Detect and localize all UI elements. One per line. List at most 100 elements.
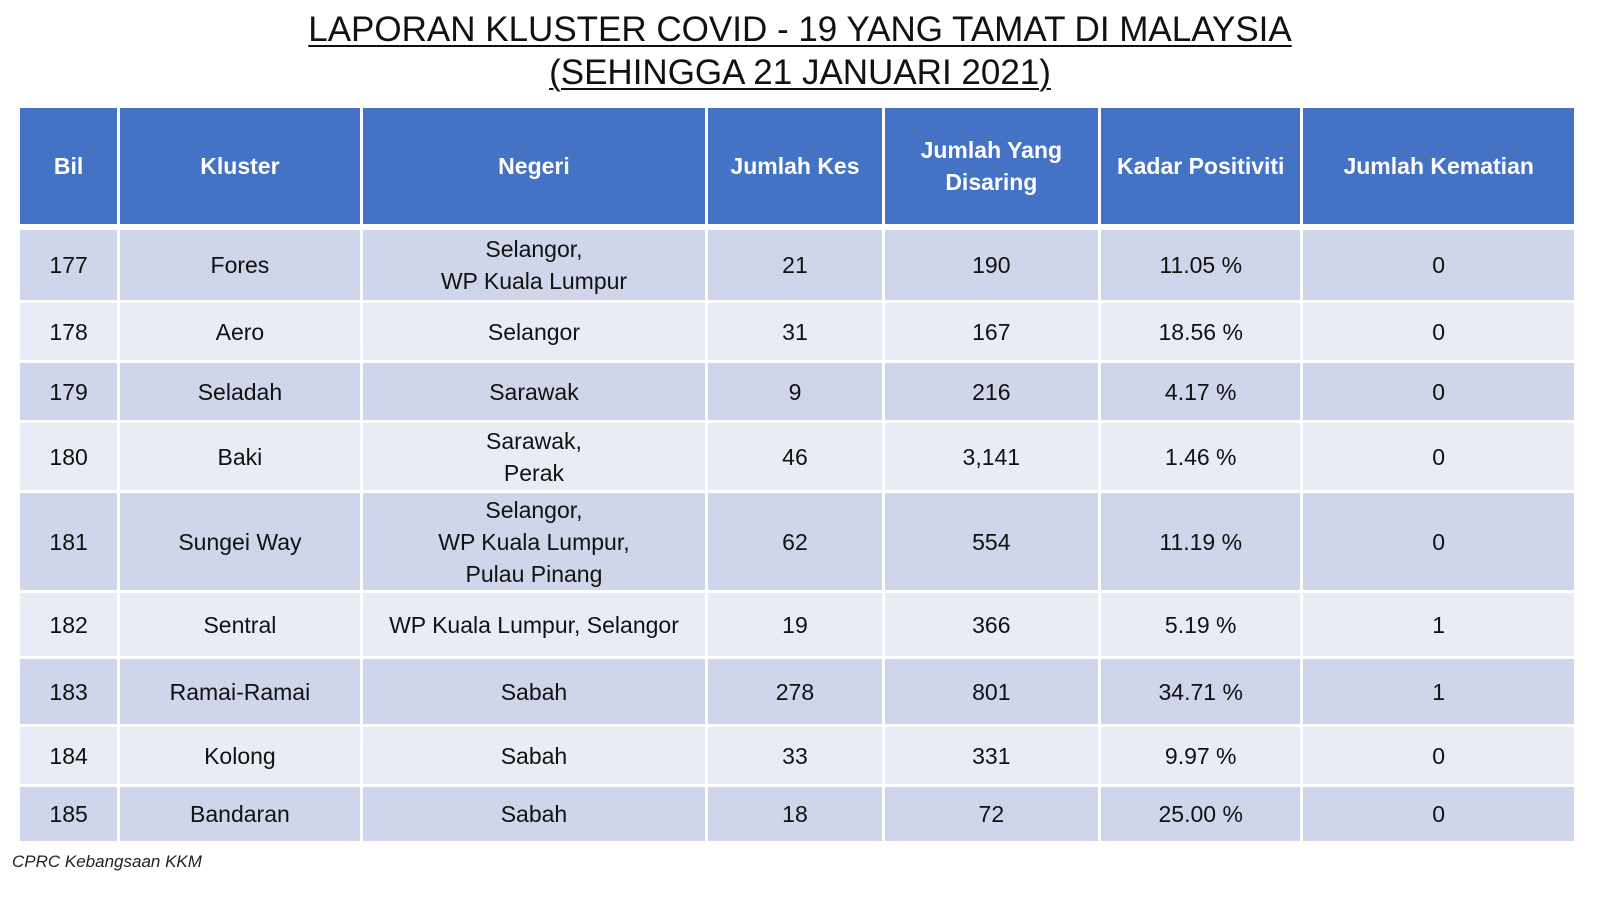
- negeri-line: WP Kuala Lumpur: [440, 268, 628, 294]
- cell-jumlah-kes: 21: [708, 230, 882, 300]
- cell-kluster: Seladah: [120, 363, 360, 420]
- table-row: 177 Fores Selangor, WP Kuala Lumpur 21 190 11.…: [20, 230, 1574, 300]
- cell-kadar-positiviti: 9.97 %: [1101, 727, 1301, 784]
- cell-jumlah-kes: 18: [708, 787, 882, 841]
- cell-bil: 184: [20, 727, 118, 784]
- cell-bil: 185: [20, 787, 118, 841]
- negeri-line: Sarawak,: [486, 427, 582, 454]
- cell-negeri: Sabah: [362, 659, 706, 724]
- cell-jumlah-disaring: 216: [884, 363, 1099, 420]
- cell-bil: 179: [20, 363, 118, 420]
- negeri-line: Pulau Pinang: [465, 560, 603, 587]
- cell-kluster: Baki: [120, 423, 360, 490]
- table-row: 180 Baki Sarawak, Perak 46 3,141 1.46 % 0: [20, 423, 1574, 490]
- cell-kluster: Bandaran: [120, 787, 360, 841]
- table-body: 177 Fores Selangor, WP Kuala Lumpur 21 190 11.…: [20, 230, 1574, 841]
- cell-jumlah-kematian: 0: [1303, 230, 1574, 300]
- cell-kadar-positiviti: 5.19 %: [1101, 593, 1301, 656]
- cell-kadar-positiviti: 18.56 %: [1101, 303, 1301, 360]
- negeri-line: Sabah: [500, 678, 568, 705]
- header-jumlah-disaring: Jumlah Yang Disaring: [884, 108, 1099, 227]
- source-footer: CPRC Kebangsaan KKM: [12, 852, 202, 871]
- cell-kluster: Sentral: [120, 593, 360, 656]
- negeri-line: Perak: [503, 459, 565, 486]
- cell-jumlah-kes: 9: [708, 363, 882, 420]
- cell-jumlah-kematian: 0: [1303, 363, 1574, 420]
- cell-jumlah-kes: 46: [708, 423, 882, 490]
- negeri-line: Sarawak: [489, 378, 579, 405]
- page-title: LAPORAN KLUSTER COVID - 19 YANG TAMAT DI…: [0, 8, 1600, 94]
- table-row: 184 Kolong Sabah 33 331 9.97 % 0: [20, 727, 1574, 784]
- cell-jumlah-disaring: 72: [884, 787, 1099, 841]
- cell-negeri: Selangor, WP Kuala Lumpur, Pulau Pinang: [362, 493, 706, 590]
- cell-jumlah-kes: 278: [708, 659, 882, 724]
- cluster-table: Bil Kluster Negeri Jumlah Kes Jumlah Yan…: [17, 105, 1577, 844]
- cell-jumlah-kes: 62: [708, 493, 882, 590]
- cell-jumlah-kematian: 0: [1303, 727, 1574, 784]
- cell-jumlah-kes: 19: [708, 593, 882, 656]
- cell-jumlah-kematian: 0: [1303, 493, 1574, 590]
- cell-negeri: Sabah: [362, 787, 706, 841]
- cell-kluster: Aero: [120, 303, 360, 360]
- cell-bil: 183: [20, 659, 118, 724]
- header-jumlah-kes: Jumlah Kes: [708, 108, 882, 227]
- cell-negeri: WP Kuala Lumpur, Selangor: [362, 593, 706, 656]
- cell-jumlah-disaring: 167: [884, 303, 1099, 360]
- cell-kluster: Ramai-Ramai: [120, 659, 360, 724]
- table-row: 185 Bandaran Sabah 18 72 25.00 % 0: [20, 787, 1574, 841]
- table-row: 183 Ramai-Ramai Sabah 278 801 34.71 % 1: [20, 659, 1574, 724]
- negeri-line: Sabah: [500, 742, 568, 769]
- header-bil: Bil: [20, 108, 118, 227]
- cell-jumlah-disaring: 554: [884, 493, 1099, 590]
- cell-bil: 177: [20, 230, 118, 300]
- cell-bil: 181: [20, 493, 118, 590]
- cell-jumlah-disaring: 801: [884, 659, 1099, 724]
- table-row: 181 Sungei Way Selangor, WP Kuala Lumpur, Pu…: [20, 493, 1574, 590]
- cell-kadar-positiviti: 1.46 %: [1101, 423, 1301, 490]
- negeri-line: Selangor: [487, 318, 580, 345]
- title-line-1: LAPORAN KLUSTER COVID - 19 YANG TAMAT DI…: [308, 10, 1292, 49]
- table-header-row: Bil Kluster Negeri Jumlah Kes Jumlah Yan…: [20, 108, 1574, 227]
- cell-jumlah-kematian: 0: [1303, 787, 1574, 841]
- cell-kluster: Sungei Way: [120, 493, 360, 590]
- cell-jumlah-kes: 31: [708, 303, 882, 360]
- cell-jumlah-kematian: 1: [1303, 659, 1574, 724]
- cell-negeri: Sabah: [362, 727, 706, 784]
- negeri-line: WP Kuala Lumpur,: [438, 528, 630, 555]
- cell-jumlah-disaring: 366: [884, 593, 1099, 656]
- cell-bil: 178: [20, 303, 118, 360]
- cell-kadar-positiviti: 11.05 %: [1101, 230, 1301, 300]
- cell-negeri: Sarawak: [362, 363, 706, 420]
- cell-kadar-positiviti: 25.00 %: [1101, 787, 1301, 841]
- cell-bil: 182: [20, 593, 118, 656]
- cell-negeri: Selangor, WP Kuala Lumpur: [362, 230, 706, 300]
- cell-jumlah-kematian: 1: [1303, 593, 1574, 656]
- cell-jumlah-disaring: 3,141: [884, 423, 1099, 490]
- title-line-2: (SEHINGGA 21 JANUARI 2021): [549, 53, 1051, 92]
- cell-negeri: Selangor: [362, 303, 706, 360]
- cell-jumlah-kematian: 0: [1303, 303, 1574, 360]
- cell-kluster: Kolong: [120, 727, 360, 784]
- header-kluster: Kluster: [120, 108, 360, 227]
- header-kadar-positiviti: Kadar Positiviti: [1101, 108, 1301, 227]
- cell-kadar-positiviti: 4.17 %: [1101, 363, 1301, 420]
- cluster-table-container: Bil Kluster Negeri Jumlah Kes Jumlah Yan…: [20, 108, 1580, 841]
- negeri-line: Selangor,: [485, 236, 583, 262]
- table-row: 179 Seladah Sarawak 9 216 4.17 % 0: [20, 363, 1574, 420]
- cell-jumlah-kematian: 0: [1303, 423, 1574, 490]
- table-row: 182 Sentral WP Kuala Lumpur, Selangor 19 366…: [20, 593, 1574, 656]
- table-row: 178 Aero Selangor 31 167 18.56 % 0: [20, 303, 1574, 360]
- cell-jumlah-disaring: 190: [884, 230, 1099, 300]
- header-negeri: Negeri: [362, 108, 706, 227]
- header-jumlah-kematian: Jumlah Kematian: [1303, 108, 1574, 227]
- cell-kluster: Fores: [120, 230, 360, 300]
- negeri-line: Selangor,: [485, 496, 583, 523]
- cell-kadar-positiviti: 34.71 %: [1101, 659, 1301, 724]
- negeri-line: WP Kuala Lumpur, Selangor: [389, 611, 679, 638]
- cell-jumlah-disaring: 331: [884, 727, 1099, 784]
- cell-kadar-positiviti: 11.19 %: [1101, 493, 1301, 590]
- cell-bil: 180: [20, 423, 118, 490]
- negeri-line: Sabah: [500, 801, 568, 827]
- cell-jumlah-kes: 33: [708, 727, 882, 784]
- cell-negeri: Sarawak, Perak: [362, 423, 706, 490]
